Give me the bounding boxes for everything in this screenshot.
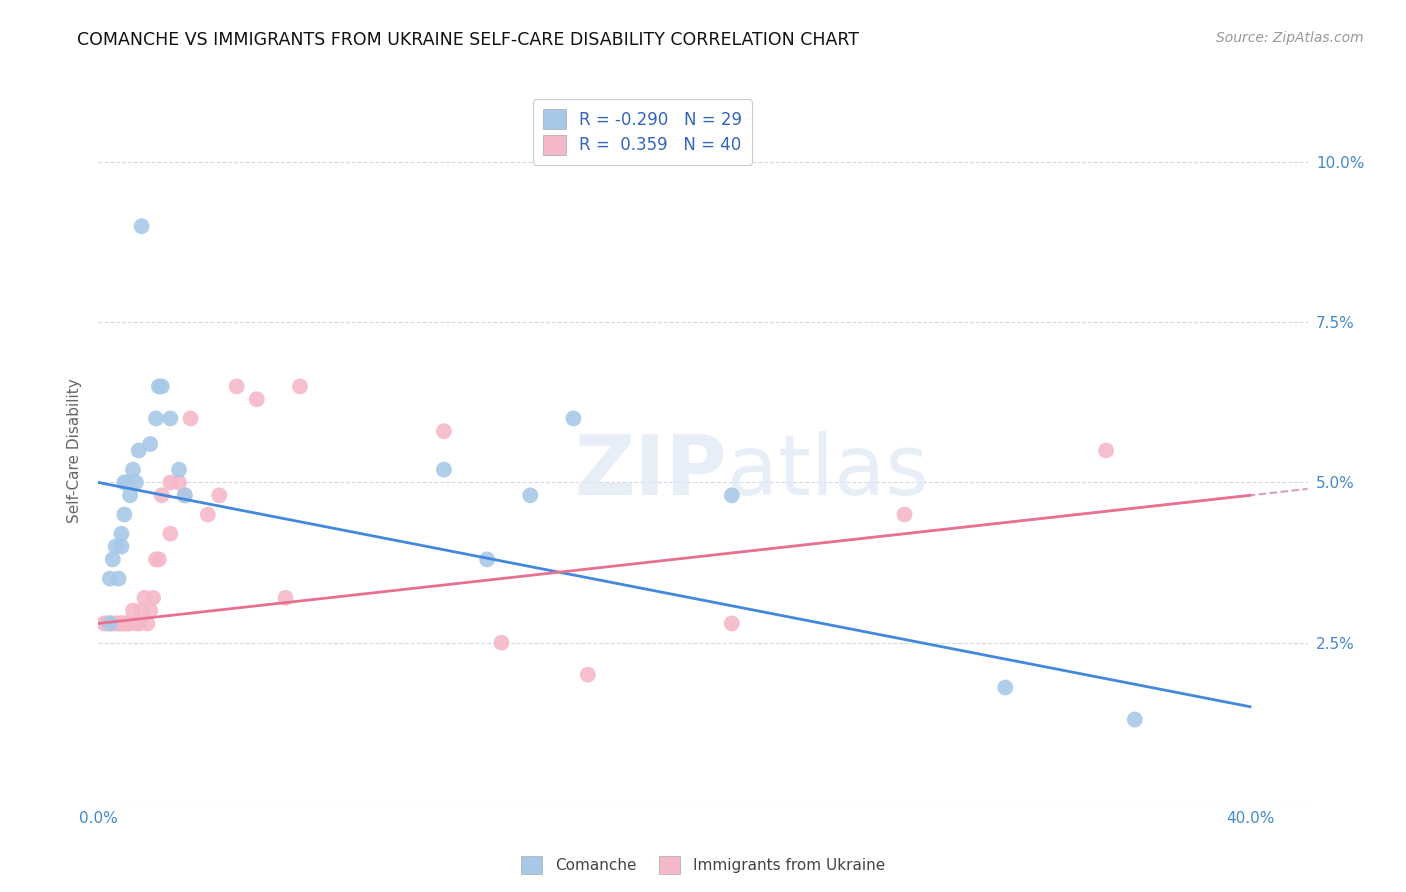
- Point: [145, 552, 167, 566]
- Point: [274, 591, 297, 605]
- Legend: Comanche, Immigrants from Ukraine: Comanche, Immigrants from Ukraine: [515, 850, 891, 880]
- Point: [159, 475, 181, 490]
- Text: Source: ZipAtlas.com: Source: ZipAtlas.com: [1216, 31, 1364, 45]
- Point: [112, 616, 135, 631]
- Point: [139, 604, 162, 618]
- Point: [288, 379, 311, 393]
- Point: [120, 616, 142, 631]
- Point: [107, 572, 129, 586]
- Point: [720, 488, 742, 502]
- Text: atlas: atlas: [727, 431, 929, 512]
- Point: [131, 219, 153, 234]
- Point: [98, 616, 121, 631]
- Point: [197, 508, 219, 522]
- Point: [145, 411, 167, 425]
- Point: [112, 508, 135, 522]
- Point: [720, 616, 742, 631]
- Point: [134, 591, 156, 605]
- Point: [104, 540, 127, 554]
- Point: [115, 475, 138, 490]
- Text: COMANCHE VS IMMIGRANTS FROM UKRAINE SELF-CARE DISABILITY CORRELATION CHART: COMANCHE VS IMMIGRANTS FROM UKRAINE SELF…: [77, 31, 859, 49]
- Point: [159, 411, 181, 425]
- Point: [131, 604, 153, 618]
- Point: [110, 526, 132, 541]
- Point: [491, 635, 513, 649]
- Point: [101, 616, 124, 631]
- Point: [519, 488, 541, 502]
- Point: [576, 667, 599, 681]
- Point: [122, 604, 145, 618]
- Point: [475, 552, 498, 566]
- Point: [433, 463, 456, 477]
- Point: [96, 616, 118, 631]
- Point: [104, 616, 127, 631]
- Point: [148, 379, 170, 393]
- Point: [173, 488, 195, 502]
- Point: [98, 572, 121, 586]
- Point: [115, 616, 138, 631]
- Point: [180, 411, 202, 425]
- Point: [98, 616, 121, 631]
- Point: [128, 616, 150, 631]
- Point: [167, 463, 190, 477]
- Point: [136, 616, 159, 631]
- Point: [112, 475, 135, 490]
- Point: [433, 424, 456, 438]
- Point: [159, 526, 181, 541]
- Point: [107, 616, 129, 631]
- Point: [893, 508, 915, 522]
- Point: [173, 488, 195, 502]
- Point: [1095, 443, 1118, 458]
- Point: [167, 475, 190, 490]
- Point: [150, 379, 173, 393]
- Point: [1123, 713, 1146, 727]
- Point: [150, 488, 173, 502]
- Y-axis label: Self-Care Disability: Self-Care Disability: [67, 378, 83, 523]
- Point: [139, 437, 162, 451]
- Point: [246, 392, 269, 407]
- Point: [208, 488, 231, 502]
- Point: [115, 616, 138, 631]
- Point: [562, 411, 585, 425]
- Point: [148, 552, 170, 566]
- Point: [122, 463, 145, 477]
- Point: [225, 379, 247, 393]
- Point: [142, 591, 165, 605]
- Point: [128, 443, 150, 458]
- Point: [120, 488, 142, 502]
- Legend: R = -0.290   N = 29, R =  0.359   N = 40: R = -0.290 N = 29, R = 0.359 N = 40: [533, 99, 752, 164]
- Point: [110, 540, 132, 554]
- Point: [125, 616, 148, 631]
- Point: [994, 681, 1017, 695]
- Point: [110, 616, 132, 631]
- Point: [93, 616, 115, 631]
- Point: [101, 552, 124, 566]
- Text: ZIP: ZIP: [575, 431, 727, 512]
- Point: [110, 616, 132, 631]
- Point: [125, 475, 148, 490]
